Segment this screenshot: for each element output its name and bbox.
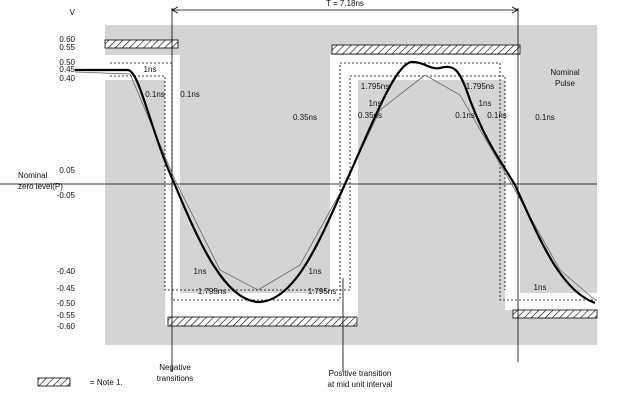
level-label: 0.40 bbox=[59, 74, 75, 83]
level-label: 0.50 bbox=[59, 58, 75, 67]
annotation: 0.1ns bbox=[535, 113, 555, 122]
annotation: 0.1ns bbox=[487, 111, 507, 120]
annotation: 1ns bbox=[534, 283, 547, 292]
annotation: 1.795ns bbox=[361, 82, 389, 91]
level-label: -0.40 bbox=[57, 267, 76, 276]
level-label: -0.55 bbox=[57, 311, 76, 320]
level-label: 0.55 bbox=[59, 43, 75, 52]
level-label: 0.05 bbox=[59, 166, 75, 175]
pulse-curve bbox=[75, 60, 596, 305]
level-label: 0.45 bbox=[59, 65, 75, 74]
annotation: 1ns bbox=[144, 65, 157, 74]
guide-lines bbox=[0, 6, 597, 372]
positive-transition: at mid unit interval bbox=[328, 380, 393, 389]
annotation: 0.35ns bbox=[293, 113, 317, 122]
axis-unit: V bbox=[70, 8, 76, 17]
annotation: 0.1ns bbox=[180, 90, 200, 99]
period-label: T = 7.18ns bbox=[326, 0, 364, 8]
negative-transitions: Negative bbox=[159, 363, 191, 372]
annotation: 0.1ns bbox=[145, 90, 165, 99]
annotation: 1ns bbox=[479, 99, 492, 108]
level-label: -0.60 bbox=[57, 322, 76, 331]
annotation: 1.795ns bbox=[198, 287, 226, 296]
positive-transition: Positive transition bbox=[329, 369, 392, 378]
annotation: 1ns bbox=[309, 267, 322, 276]
nominal-zero: zero level(P) bbox=[18, 182, 63, 191]
annotation: 1ns bbox=[369, 99, 382, 108]
level-label: -0.50 bbox=[57, 299, 76, 308]
mask-region bbox=[105, 55, 597, 325]
nominal-pulse: Nominal bbox=[550, 68, 580, 77]
nominal-pulse: Pulse bbox=[555, 79, 576, 88]
level-label: -0.45 bbox=[57, 284, 76, 293]
annotation: 1.795ns bbox=[466, 82, 494, 91]
level-label: 0.60 bbox=[59, 35, 75, 44]
nominal-zero: Nominal bbox=[18, 171, 48, 180]
negative-transitions: transitions bbox=[157, 374, 193, 383]
annotation: 0.35ns bbox=[358, 111, 382, 120]
hatched-bars bbox=[37, 39, 598, 387]
annotation: 0.1ns bbox=[455, 111, 475, 120]
level-label: -0.05 bbox=[57, 191, 76, 200]
legend: = Note 1. bbox=[90, 378, 123, 387]
annotation: 1ns bbox=[194, 267, 207, 276]
annotation: 1.795ns bbox=[308, 287, 336, 296]
